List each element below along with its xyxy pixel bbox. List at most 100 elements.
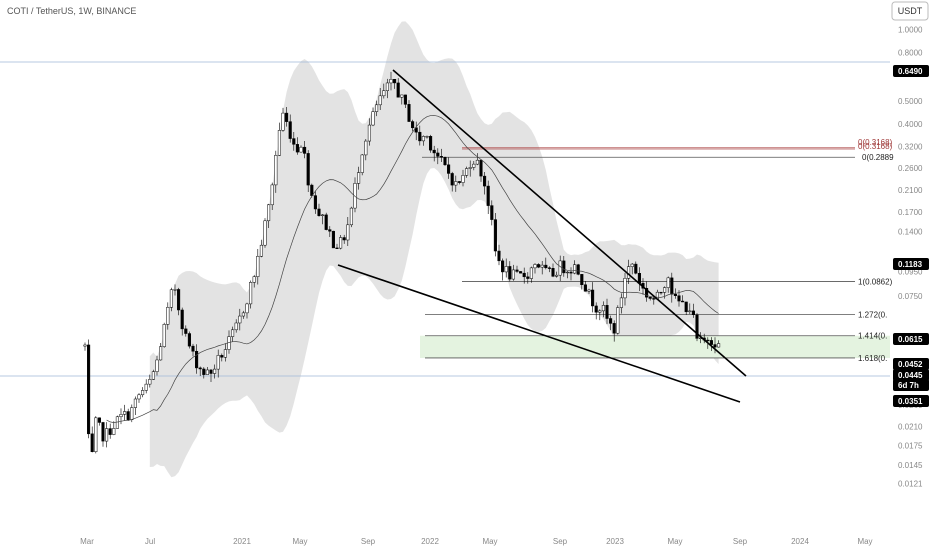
candle[interactable] xyxy=(403,94,407,109)
candle[interactable] xyxy=(436,148,440,165)
candle[interactable] xyxy=(612,320,616,342)
candle[interactable] xyxy=(601,301,605,318)
candle[interactable] xyxy=(562,256,566,277)
candle[interactable] xyxy=(634,261,638,275)
candle[interactable] xyxy=(162,322,166,348)
candle[interactable] xyxy=(335,243,339,249)
candle[interactable] xyxy=(126,408,130,421)
candle[interactable] xyxy=(691,303,695,318)
candle[interactable] xyxy=(587,288,591,295)
candle[interactable] xyxy=(303,141,307,159)
candle[interactable] xyxy=(166,302,170,330)
candle[interactable] xyxy=(364,138,368,161)
candle[interactable] xyxy=(360,154,364,176)
candle[interactable] xyxy=(299,145,303,153)
candle[interactable] xyxy=(339,234,343,250)
candle[interactable] xyxy=(90,426,94,453)
candle[interactable] xyxy=(177,287,181,316)
candle[interactable] xyxy=(479,159,483,182)
candle[interactable] xyxy=(234,319,238,333)
candle[interactable] xyxy=(396,78,400,98)
candle[interactable] xyxy=(598,309,602,321)
candle[interactable] xyxy=(148,374,152,388)
candle[interactable] xyxy=(717,340,721,348)
candle[interactable] xyxy=(382,83,386,99)
candle[interactable] xyxy=(328,226,332,237)
candle[interactable] xyxy=(580,274,584,290)
candle[interactable] xyxy=(231,326,235,342)
candle[interactable] xyxy=(483,172,487,195)
candle[interactable] xyxy=(321,213,325,225)
candle[interactable] xyxy=(486,180,490,215)
candle[interactable] xyxy=(497,244,501,266)
candle[interactable] xyxy=(439,148,443,163)
candle[interactable] xyxy=(681,295,685,303)
candle[interactable] xyxy=(529,266,533,283)
candle[interactable] xyxy=(285,106,289,127)
candle[interactable] xyxy=(101,421,105,447)
candle[interactable] xyxy=(378,88,382,111)
candle[interactable] xyxy=(544,257,548,270)
candle[interactable] xyxy=(267,203,271,228)
candle[interactable] xyxy=(605,298,609,325)
candle[interactable] xyxy=(112,421,116,436)
candle[interactable] xyxy=(331,230,335,249)
candle[interactable] xyxy=(151,369,155,381)
candle[interactable] xyxy=(400,94,404,105)
candle[interactable] xyxy=(288,114,292,143)
candles[interactable] xyxy=(83,71,721,454)
candle[interactable] xyxy=(281,107,285,132)
candle[interactable] xyxy=(465,166,469,178)
candle[interactable] xyxy=(216,349,220,378)
candle[interactable] xyxy=(609,315,613,331)
candle[interactable] xyxy=(573,260,577,275)
candle[interactable] xyxy=(623,272,627,306)
candle[interactable] xyxy=(414,121,418,141)
candle[interactable] xyxy=(551,263,555,278)
candle[interactable] xyxy=(317,203,321,217)
candle[interactable] xyxy=(684,301,688,316)
candle[interactable] xyxy=(213,364,217,379)
candle[interactable] xyxy=(508,261,512,282)
candle[interactable] xyxy=(504,258,508,278)
candle[interactable] xyxy=(472,160,476,171)
candle[interactable] xyxy=(407,100,411,122)
candle[interactable] xyxy=(220,353,224,362)
candle[interactable] xyxy=(695,313,699,342)
candle[interactable] xyxy=(97,417,101,426)
candle[interactable] xyxy=(141,387,145,398)
candle[interactable] xyxy=(630,262,634,275)
candle[interactable] xyxy=(522,267,526,284)
candle[interactable] xyxy=(349,206,353,228)
candle[interactable] xyxy=(569,267,573,281)
candle[interactable] xyxy=(87,339,91,439)
candle[interactable] xyxy=(241,310,245,319)
candle[interactable] xyxy=(295,137,299,155)
candle[interactable] xyxy=(191,343,195,357)
candle[interactable] xyxy=(616,305,620,335)
candle[interactable] xyxy=(195,344,199,374)
candle[interactable] xyxy=(385,78,389,99)
candle[interactable] xyxy=(375,100,379,117)
candle[interactable] xyxy=(454,175,458,192)
candle[interactable] xyxy=(540,260,544,275)
candle[interactable] xyxy=(389,71,393,91)
candle[interactable] xyxy=(432,145,436,162)
candle[interactable] xyxy=(159,343,163,361)
candle[interactable] xyxy=(526,272,530,284)
candle[interactable] xyxy=(475,153,479,166)
candle[interactable] xyxy=(223,343,227,362)
candle[interactable] xyxy=(450,171,454,192)
candle[interactable] xyxy=(306,150,310,193)
candle[interactable] xyxy=(533,263,537,274)
candle[interactable] xyxy=(425,135,429,139)
candle[interactable] xyxy=(324,212,328,231)
candle[interactable] xyxy=(274,150,278,193)
candle[interactable] xyxy=(137,393,141,403)
candle[interactable] xyxy=(209,369,213,382)
candle[interactable] xyxy=(173,284,177,296)
candle[interactable] xyxy=(83,342,87,351)
candle[interactable] xyxy=(238,308,242,331)
candle[interactable] xyxy=(108,423,112,439)
